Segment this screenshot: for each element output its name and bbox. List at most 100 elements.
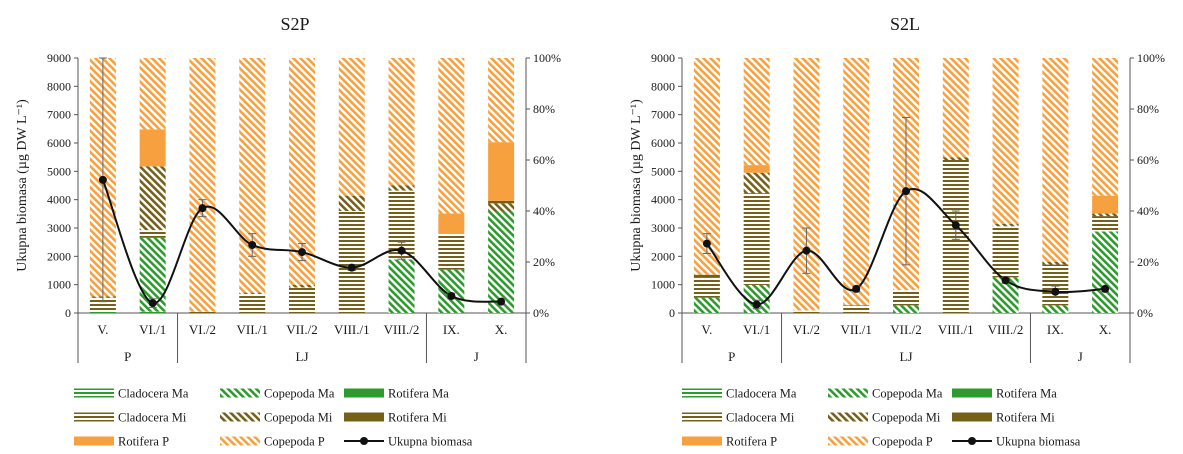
total-biomass-point: [248, 241, 257, 249]
legend-swatch: [74, 436, 114, 446]
legend-swatch: [952, 388, 992, 398]
bar-segment-copepoda-mi: [992, 223, 1019, 227]
bar-segment-cladocera-mi: [189, 311, 216, 313]
y-axis-label: Ukupna biomasa (µg DW L⁻¹): [15, 99, 30, 272]
legend-swatch: [344, 412, 384, 422]
legend-label: Rotifera Ma: [388, 387, 449, 401]
y-tick-label: 5000: [651, 164, 675, 178]
bar-segment-copepoda-p: [992, 58, 1019, 224]
legend-s2l: Cladocera Ma Copepoda Ma Rotifera Ma Cladoc…: [682, 387, 1081, 449]
y-tick-label: 8000: [651, 79, 675, 93]
legend-label: Rotifera P: [118, 435, 169, 449]
bar-segment-cladocera-mi: [1092, 216, 1119, 232]
y-tick-label: 5000: [47, 164, 71, 178]
chart-s2p: S2P 0 1000 2000 3000 4000 5000 6000 7000 8000 9000…: [15, 14, 561, 364]
bar-segment-cladocera-mi: [893, 290, 919, 306]
y-tick-label: 2000: [47, 249, 71, 263]
y-tick-label: 2000: [651, 249, 675, 263]
legend-swatch: [828, 436, 868, 446]
chart-s2l: S2L 0 1000 2000 3000 4000 5000 6000 7000 8000 9000…: [629, 14, 1165, 364]
bar-segment-copepoda-mi: [139, 166, 166, 231]
bar-segment-rotifera-p: [139, 129, 166, 167]
legend-swatch-marker: [360, 437, 368, 445]
bar-segment-rotifera-p: [743, 165, 770, 173]
legend-swatch: [344, 388, 384, 398]
legend-label: Cladocera Ma: [118, 387, 189, 401]
x-tick-label: VII./1: [841, 322, 872, 337]
x-group-label: LJ: [900, 349, 913, 364]
legend-swatch: [220, 388, 260, 398]
x-tick-label: VIII./2: [988, 322, 1024, 337]
total-biomass-point: [752, 300, 761, 309]
total-biomass-point: [397, 246, 406, 255]
x-group-label: J: [474, 349, 479, 364]
bar-segment-rotifera-p: [488, 142, 515, 201]
chart-title: S2P: [280, 14, 309, 34]
bar-segment-cladocera-mi: [239, 293, 266, 313]
x-tick-label: VI./2: [189, 322, 216, 337]
y2-tick-label: 40%: [533, 204, 555, 218]
x-group-label: J: [1078, 349, 1083, 364]
y-tick-label: 4000: [47, 193, 71, 207]
total-biomass-point: [852, 284, 861, 293]
bar-segment-copepoda-p: [488, 58, 515, 143]
y-tick-label: 7000: [47, 108, 71, 122]
total-biomass-point: [951, 221, 960, 230]
total-biomass-point: [148, 299, 157, 308]
legend-swatch-marker: [968, 437, 976, 445]
y2-tick-label: 100%: [533, 51, 561, 65]
total-biomass-point: [347, 263, 356, 272]
x-tick-label: IX.: [1047, 322, 1064, 337]
legend-label: Copepoda Mi: [872, 411, 941, 425]
bar-segment-rotifera-p: [438, 213, 465, 234]
bar-segment-cladocera-mi: [693, 277, 720, 298]
bar-segment-copepoda-p: [388, 58, 415, 186]
bar-segment-cladocera-mi: [89, 297, 116, 312]
legend-label: Cladocera Mi: [726, 411, 795, 425]
y2-tick-label: 0%: [533, 306, 549, 320]
bar-segment-copepoda-p: [1092, 58, 1119, 196]
y-tick-label: 9000: [651, 51, 675, 65]
x-tick-label: X.: [1099, 322, 1112, 337]
y-tick-label: 1000: [47, 278, 71, 292]
total-biomass-point: [497, 297, 506, 306]
y-tick-label: 0: [669, 306, 675, 320]
y-tick-label: 6000: [47, 136, 71, 150]
legend-label: Copepoda Ma: [264, 387, 335, 401]
bar-segment-cladocera-mi: [992, 226, 1019, 278]
bar-segment-copepoda-mi: [942, 157, 969, 160]
legend-swatch: [682, 388, 722, 398]
y2-tick-label: 80%: [533, 102, 555, 116]
x-tick-label: VI./1: [743, 322, 770, 337]
y-tick-label: 3000: [651, 221, 675, 235]
bar-segment-copepoda-p: [1042, 58, 1069, 262]
bar-segment-copepoda-p: [139, 58, 166, 130]
y-tick-label: 7000: [651, 108, 675, 122]
legend-swatch: [828, 388, 868, 398]
legend-label: Copepoda Ma: [872, 387, 943, 401]
bar-segment-copepoda-ma: [893, 305, 919, 313]
bar-segment-cladocera-mi: [793, 310, 820, 313]
bar-segment-cladocera-mi: [289, 287, 315, 313]
bar-segment-copepoda-p: [942, 58, 969, 158]
bar-segment-cladocera-mi: [438, 233, 465, 270]
y2-tick-label: 20%: [533, 255, 555, 269]
bar-segment-copepoda-ma: [693, 297, 720, 313]
x-tick-label: VIII./1: [334, 322, 370, 337]
x-tick-label: VII./1: [237, 322, 268, 337]
total-biomass-point: [1001, 276, 1010, 285]
bar-segment-copepoda-p: [743, 58, 770, 166]
bar-segment-cladocera-ma: [89, 311, 116, 313]
chart-title: S2L: [890, 14, 920, 34]
x-tick-label: VII./2: [890, 322, 921, 337]
x-tick-label: V.: [97, 322, 108, 337]
bar-segment-cladocera-mi: [843, 305, 870, 313]
y-tick-label: 1000: [651, 278, 675, 292]
legend-label: Copepoda P: [264, 435, 325, 449]
bar-segment-copepoda-ma: [438, 269, 465, 313]
legend-label: Copepoda Mi: [264, 411, 333, 425]
y2-tick-label: 0%: [1137, 306, 1153, 320]
legend-label: Ukupna biomasa: [996, 435, 1081, 449]
x-tick-label: V.: [701, 322, 712, 337]
total-biomass-line: [706, 188, 1106, 306]
